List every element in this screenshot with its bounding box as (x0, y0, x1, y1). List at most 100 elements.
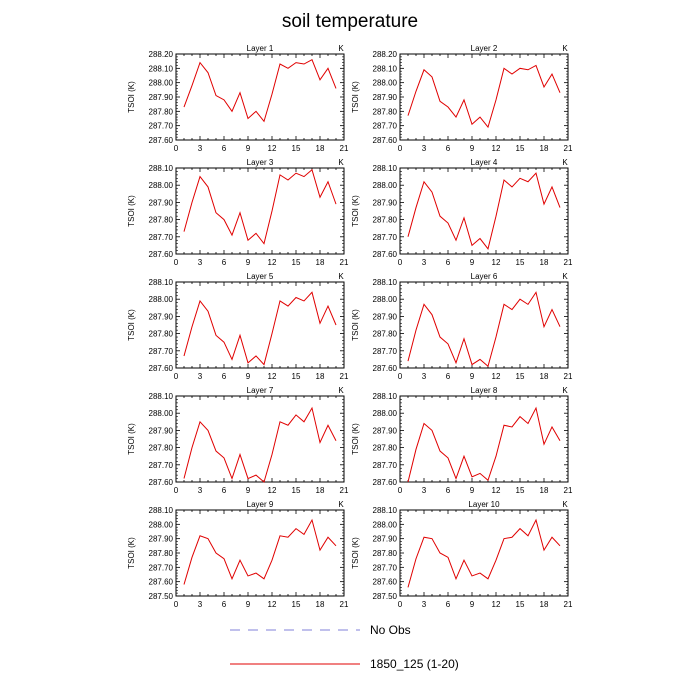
y-tick-label: 287.80 (373, 330, 398, 339)
y-tick-label: 287.70 (373, 461, 398, 470)
x-tick-label: 12 (268, 372, 277, 381)
series-line-layer-2 (407, 64, 561, 129)
plot-frame (175, 53, 345, 141)
y-tick-label: 288.00 (149, 520, 174, 529)
x-tick-label: 21 (564, 372, 573, 381)
panel-title: Layer 2 (471, 44, 498, 53)
panel-unit: K (562, 386, 568, 395)
x-tick-label: 21 (340, 372, 349, 381)
y-tick-label: 288.10 (373, 278, 398, 287)
x-tick-label: 0 (398, 486, 403, 495)
x-tick-label: 3 (422, 600, 427, 609)
series-line-layer-9 (183, 518, 337, 585)
y-tick-label: 287.60 (149, 364, 174, 373)
panel-unit: K (562, 500, 568, 509)
y-tick-label: 287.60 (149, 250, 174, 259)
x-tick-label: 18 (540, 372, 549, 381)
x-tick-label: 9 (470, 144, 475, 153)
plot-frame (399, 281, 569, 369)
x-tick-label: 15 (516, 258, 525, 267)
series-line-layer-4 (407, 172, 561, 250)
panel-unit: K (562, 272, 568, 281)
y-axis-label: TSOI (K) (127, 309, 136, 341)
panel-title: Layer 4 (471, 158, 498, 167)
y-axis-label: TSOI (K) (127, 195, 136, 227)
y-tick-label: 287.80 (373, 216, 398, 225)
series-line-layer-7 (183, 406, 337, 483)
panel-unit: K (338, 44, 344, 53)
y-axis-label: TSOI (K) (351, 423, 360, 455)
panel-grid: Layer 1 K TSOI (K) 0 3 6 9 12 15 18 21 287.60 287.70… (127, 44, 573, 609)
x-tick-label: 21 (564, 144, 573, 153)
x-tick-label: 6 (446, 486, 451, 495)
panel-layer-5: Layer 5 K TSOI (K) 0 3 6 9 12 15 18 21 287.60 287.70… (127, 272, 349, 381)
x-tick-label: 9 (246, 486, 251, 495)
x-tick-label: 21 (340, 144, 349, 153)
y-tick-label: 287.90 (373, 93, 398, 102)
x-tick-label: 18 (316, 144, 325, 153)
x-tick-label: 6 (446, 144, 451, 153)
y-axis-label: TSOI (K) (127, 423, 136, 455)
x-tick-label: 15 (292, 486, 301, 495)
x-tick-label: 9 (246, 600, 251, 609)
panel-title: Layer 6 (471, 272, 498, 281)
plot-frame (399, 509, 569, 597)
plot-frame (399, 167, 569, 255)
x-tick-label: 6 (222, 486, 227, 495)
y-tick-label: 287.80 (149, 107, 174, 116)
x-tick-label: 18 (540, 144, 549, 153)
x-tick-label: 6 (222, 258, 227, 267)
y-tick-label: 288.00 (373, 181, 398, 190)
x-tick-label: 21 (564, 258, 573, 267)
y-tick-label: 287.90 (373, 198, 398, 207)
y-tick-label: 287.80 (149, 330, 174, 339)
y-tick-label: 288.00 (149, 409, 174, 418)
y-tick-label: 287.80 (149, 549, 174, 558)
y-tick-label: 287.80 (149, 444, 174, 453)
y-axis-label: TSOI (K) (351, 195, 360, 227)
x-tick-label: 15 (516, 144, 525, 153)
x-tick-label: 9 (246, 372, 251, 381)
y-tick-label: 287.70 (373, 563, 398, 572)
x-tick-label: 0 (174, 372, 179, 381)
y-axis-label: TSOI (K) (351, 81, 360, 113)
x-tick-label: 3 (422, 144, 427, 153)
x-tick-label: 6 (222, 144, 227, 153)
y-axis-label: TSOI (K) (127, 81, 136, 113)
x-tick-label: 15 (516, 600, 525, 609)
y-tick-label: 287.50 (149, 592, 174, 601)
panel-layer-10: Layer 10 K TSOI (K) 0 3 6 9 12 15 18 21 287.50 287.6… (351, 500, 573, 609)
y-tick-label: 288.00 (373, 295, 398, 304)
y-tick-label: 287.60 (373, 364, 398, 373)
legend: No Obs 1850_125 (1-20) (230, 623, 459, 671)
x-tick-label: 9 (246, 258, 251, 267)
panel-layer-4: Layer 4 K TSOI (K) 0 3 6 9 12 15 18 21 287.60 287.70… (351, 158, 573, 267)
x-tick-label: 6 (446, 372, 451, 381)
legend-label-1850-125: 1850_125 (1-20) (370, 657, 459, 671)
panel-layer-1: Layer 1 K TSOI (K) 0 3 6 9 12 15 18 21 287.60 287.70… (127, 44, 349, 153)
y-tick-label: 287.70 (149, 563, 174, 572)
series-line-layer-8 (407, 406, 561, 483)
x-tick-label: 21 (340, 486, 349, 495)
panel-title: Layer 10 (468, 500, 500, 509)
y-tick-label: 287.90 (373, 535, 398, 544)
x-tick-label: 0 (174, 600, 179, 609)
plot-frame (399, 53, 569, 141)
y-tick-label: 288.00 (149, 295, 174, 304)
y-tick-label: 287.80 (373, 549, 398, 558)
panel-title: Layer 8 (471, 386, 498, 395)
panel-layer-7: Layer 7 K TSOI (K) 0 3 6 9 12 15 18 21 287.60 287.70… (127, 386, 349, 495)
x-tick-label: 3 (422, 372, 427, 381)
legend-label-no-obs: No Obs (370, 623, 411, 637)
x-tick-label: 3 (422, 258, 427, 267)
y-tick-label: 288.00 (149, 79, 174, 88)
x-tick-label: 9 (470, 486, 475, 495)
y-tick-label: 287.90 (149, 535, 174, 544)
x-tick-label: 18 (540, 486, 549, 495)
figure-title: soil temperature (282, 11, 418, 32)
x-tick-label: 0 (398, 144, 403, 153)
y-tick-label: 287.80 (373, 107, 398, 116)
x-tick-label: 15 (292, 600, 301, 609)
plot-frame (175, 509, 345, 597)
x-tick-label: 12 (268, 258, 277, 267)
